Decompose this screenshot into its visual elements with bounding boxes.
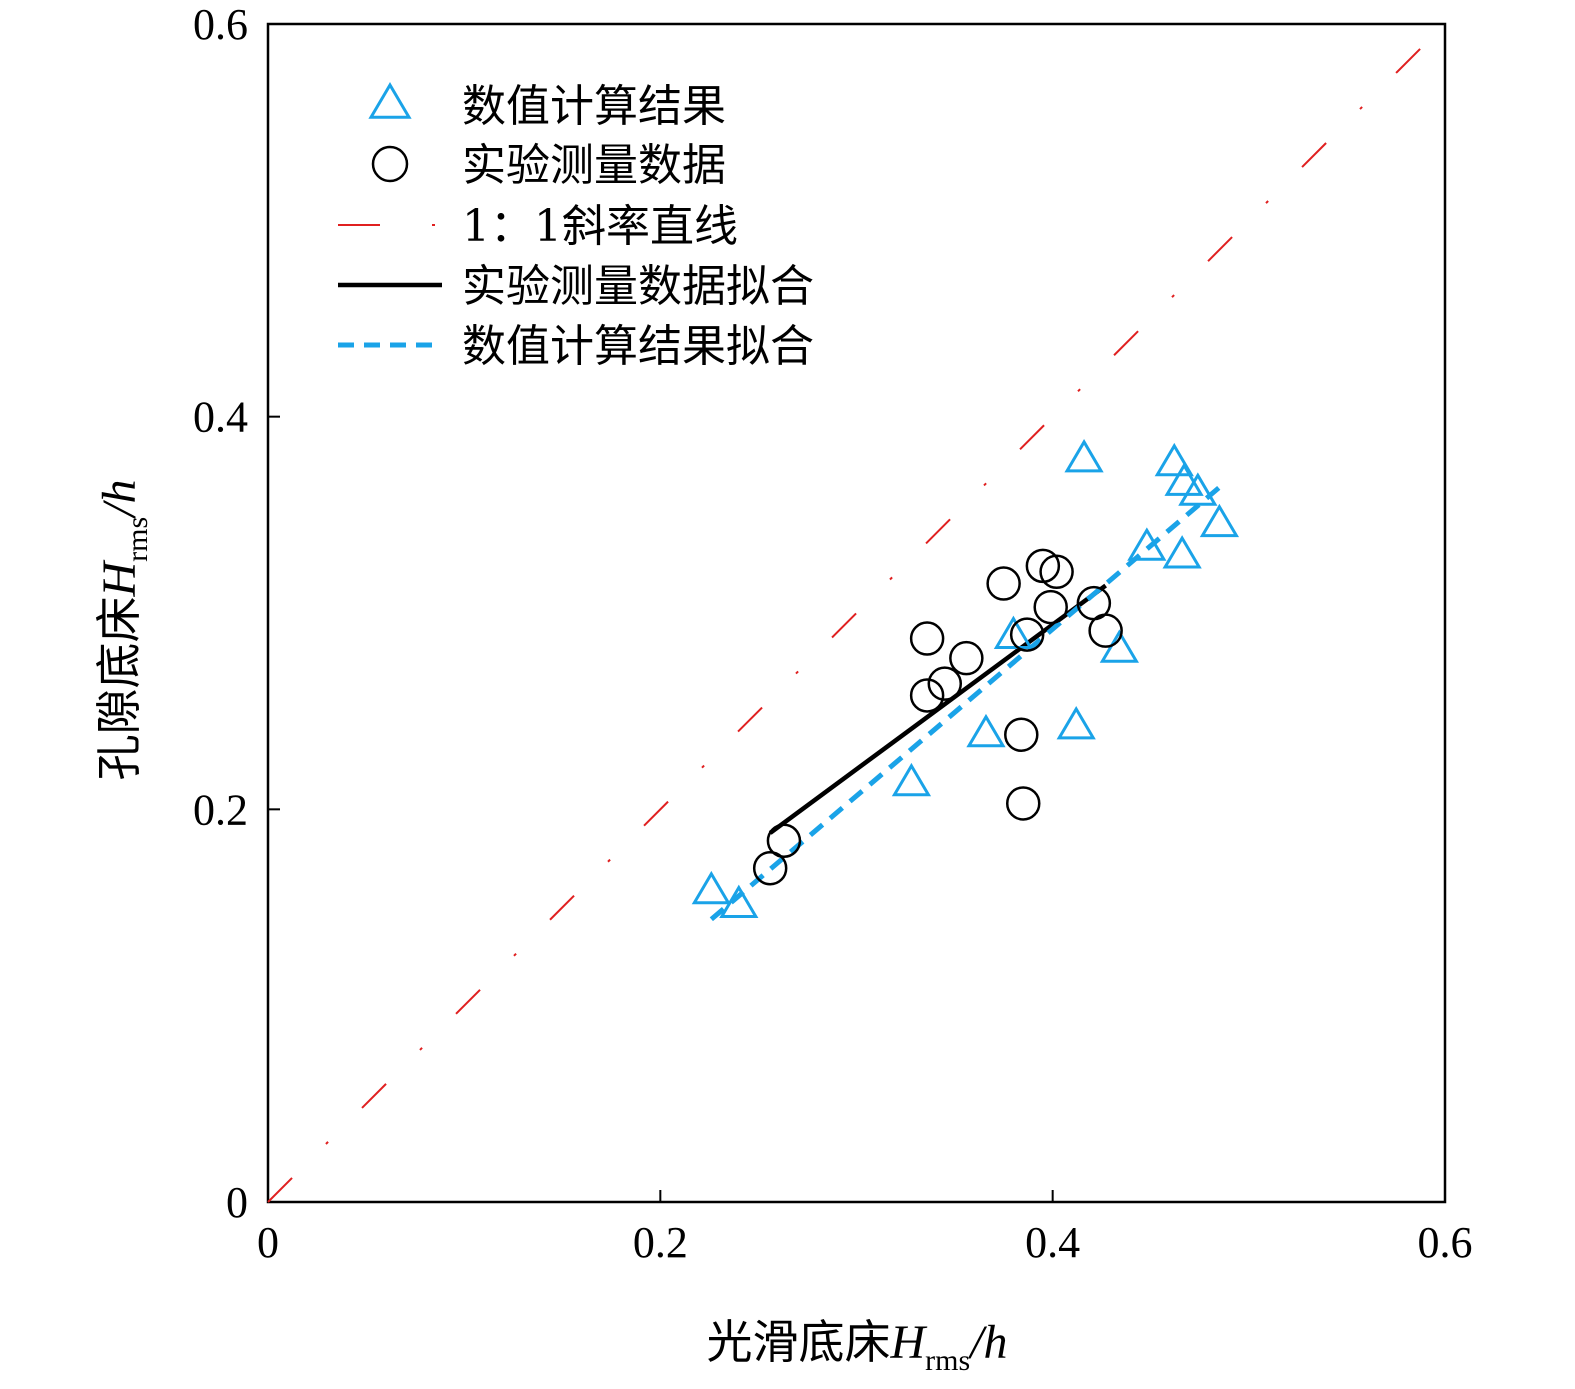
circle-point [986, 566, 1021, 601]
y-tick-label: 0 [226, 1178, 248, 1227]
legend-label: 实验测量数据 [462, 140, 726, 191]
circle-point [1004, 717, 1039, 752]
ticks [267, 23, 1446, 1203]
y-tick-label: 0.6 [193, 0, 248, 49]
circle-point [752, 850, 788, 886]
circle-point [927, 666, 963, 701]
x-tick-label: 0.6 [1418, 1218, 1473, 1267]
x-tick-label: 0 [257, 1218, 279, 1267]
circle-point [1009, 617, 1045, 652]
markers [691, 438, 1240, 919]
y-tick-label: 0.2 [193, 785, 248, 834]
triangle-point [1199, 503, 1240, 538]
triangle-point [1164, 462, 1204, 496]
circle-point [1088, 613, 1123, 648]
triangle-point [1064, 438, 1104, 473]
series-line-4 [709, 485, 1222, 922]
plot-frame [266, 22, 1447, 1204]
legend-triangle-icon [368, 82, 412, 119]
series-line-2 [267, 23, 1446, 1203]
lines [267, 23, 1446, 1203]
triangle-point [1178, 472, 1218, 506]
series-line-3 [768, 583, 1107, 835]
circle-point [1005, 786, 1041, 821]
legend-label: 数值计算结果 [462, 81, 726, 132]
circle-point [1033, 589, 1068, 625]
legend-label: 数值计算结果拟合 [462, 321, 814, 372]
circle-point [909, 621, 945, 656]
plot-area [266, 22, 1447, 1204]
triangle-point [993, 615, 1034, 650]
triangle-point [691, 870, 731, 905]
circle-point [949, 640, 984, 676]
tick-labels: 0 0.2 0.4 0.6 0 0.2 0.4 0.6 [193, 0, 1473, 1267]
x-axis-label: 光滑底床Hrms/h [706, 1315, 1007, 1377]
legend-label: 1：1斜率直线 [462, 201, 738, 252]
legend-label: 实验测量数据拟合 [462, 261, 814, 312]
y-tick-label: 0.4 [193, 393, 248, 442]
triangle-point [966, 713, 1006, 748]
circle-point [1039, 554, 1074, 590]
circle-point [766, 823, 802, 858]
triangle-point [1154, 442, 1194, 477]
y-axis-label: 孔隙底床Hrms/h [92, 479, 154, 780]
triangle-point [1127, 527, 1167, 561]
triangle-point [891, 762, 932, 797]
triangle-point [719, 884, 759, 919]
legend-circle-icon [371, 145, 409, 183]
circle-point [909, 678, 945, 713]
triangle-point [1162, 535, 1202, 569]
x-tick-label: 0.4 [1025, 1218, 1080, 1267]
triangle-point [1056, 705, 1096, 740]
x-tick-label: 0.2 [633, 1218, 688, 1267]
